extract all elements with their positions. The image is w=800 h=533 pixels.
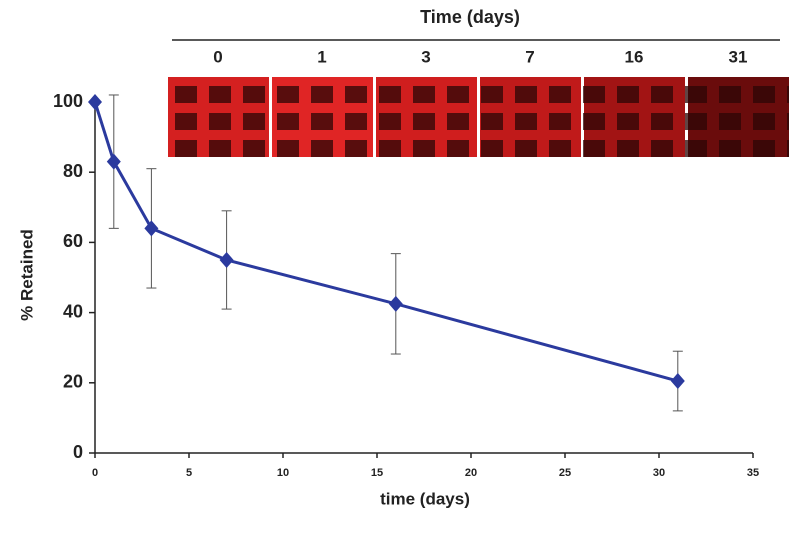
marker	[106, 153, 121, 170]
marker	[670, 373, 685, 390]
inset-label: 1	[317, 47, 326, 66]
marker	[144, 220, 159, 237]
x-tick-label: 20	[465, 467, 477, 479]
inset-label: 31	[729, 47, 748, 66]
y-axis-label: % Retained	[17, 229, 36, 321]
x-tick-label: 15	[371, 467, 383, 479]
y-tick-label: 60	[63, 231, 83, 251]
y-tick-label: 40	[63, 301, 83, 321]
inset-label: 7	[525, 47, 534, 66]
x-tick-label: 5	[186, 467, 192, 479]
inset-images	[168, 77, 789, 157]
x-tick-label: 25	[559, 467, 571, 479]
x-tick-label: 0	[92, 467, 98, 479]
inset-label: 16	[625, 47, 644, 66]
y-tick-label: 20	[63, 372, 83, 392]
inset-title: Time (days)	[420, 7, 520, 27]
x-tick-label: 10	[277, 467, 289, 479]
marker	[88, 94, 102, 110]
y-tick-label: 80	[63, 161, 83, 181]
inset-label: 0	[213, 47, 222, 66]
inset-label: 3	[421, 47, 430, 66]
x-axis-label: time (days)	[380, 489, 470, 508]
x-tick-label: 35	[747, 467, 759, 479]
marker	[388, 295, 403, 312]
marker	[219, 251, 234, 268]
line	[93, 101, 679, 383]
y-tick-label: 0	[73, 442, 83, 462]
y-tick-label: 100	[53, 91, 83, 111]
x-tick-label: 30	[653, 467, 665, 479]
